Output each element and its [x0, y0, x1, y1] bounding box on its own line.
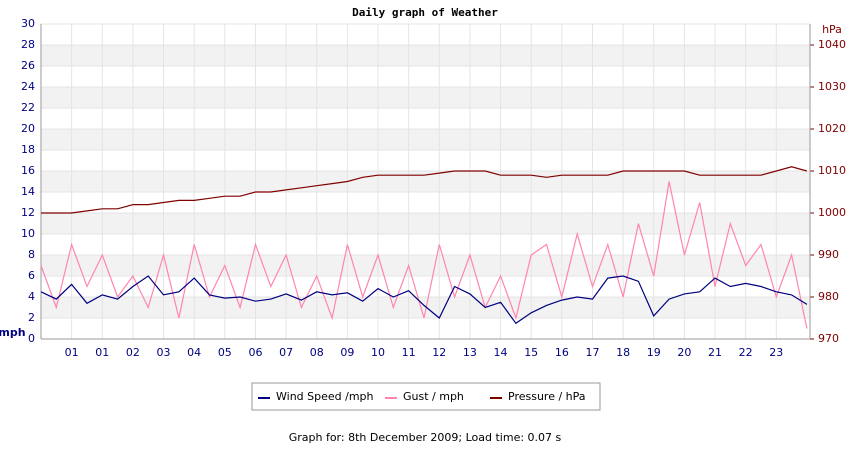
y-tick-label: 12	[21, 206, 35, 219]
grid-band	[41, 171, 810, 192]
y-tick-label: 6	[28, 269, 35, 282]
y-tick-label: 2	[28, 311, 35, 324]
y-tick-label: 4	[28, 290, 35, 303]
y-tick-label: 20	[21, 122, 35, 135]
x-tick-label: 11	[402, 346, 416, 359]
footer: Graph for: 8th December 2009; Load time:…	[289, 431, 562, 444]
y2-tick-label: 990	[818, 248, 839, 261]
x-tick-label: 07	[279, 346, 293, 359]
y2-tick-label: 1040	[818, 38, 846, 51]
y-tick-label: 28	[21, 38, 35, 51]
x-tick-label: 17	[585, 346, 599, 359]
y-tick-label: 8	[28, 248, 35, 261]
x-tick-label: 23	[769, 346, 783, 359]
legend-label: Wind Speed /mph	[276, 390, 374, 403]
x-tick-label: 01	[65, 346, 79, 359]
y-axis-label: mph	[0, 326, 26, 339]
y-tick-label: 16	[21, 164, 35, 177]
x-tick-label: 01	[95, 346, 109, 359]
y-tick-label: 10	[21, 227, 35, 240]
x-tick-label: 21	[708, 346, 722, 359]
y2-axis-label: hPa	[822, 23, 842, 36]
grid-band	[41, 213, 810, 234]
y-tick-label: 26	[21, 59, 35, 72]
y-tick-label: 18	[21, 143, 35, 156]
x-tick-label: 15	[524, 346, 538, 359]
x-tick-label: 13	[463, 346, 477, 359]
x-tick-label: 16	[555, 346, 569, 359]
y2-tick-label: 1000	[818, 206, 846, 219]
x-tick-label: 02	[126, 346, 140, 359]
series-line	[41, 166, 808, 214]
x-tick-label: 10	[371, 346, 385, 359]
legend-box	[251, 382, 601, 411]
y2-tick-label: 970	[818, 332, 839, 345]
x-tick-label: 18	[616, 346, 630, 359]
grid-band	[41, 129, 810, 150]
x-tick-label: 09	[340, 346, 354, 359]
chart-title: Daily graph of Weather	[352, 6, 498, 19]
x-tick-label: 03	[157, 346, 171, 359]
y2-tick-label: 1030	[818, 80, 846, 93]
x-tick-label: 20	[677, 346, 691, 359]
x-tick-label: 19	[647, 346, 661, 359]
x-tick-label: 12	[432, 346, 446, 359]
x-tick-label: 04	[187, 346, 201, 359]
series-line	[40, 275, 808, 325]
legend-label: Gust / mph	[403, 390, 464, 403]
y-tick-label: 14	[21, 185, 35, 198]
grid-band	[41, 45, 810, 66]
y-tick-label: 24	[21, 80, 35, 93]
x-tick-label: 06	[248, 346, 262, 359]
y-tick-label: 30	[21, 17, 35, 30]
y2-tick-label: 980	[818, 290, 839, 303]
x-tick-label: 22	[739, 346, 753, 359]
x-tick-label: 14	[494, 346, 508, 359]
y-tick-label: 22	[21, 101, 35, 114]
legend-label: Pressure / hPa	[508, 390, 586, 403]
x-tick-label: 08	[310, 346, 324, 359]
series-line	[40, 181, 808, 329]
grid-band	[41, 297, 810, 318]
grid-band	[41, 87, 810, 108]
y2-tick-label: 1020	[818, 122, 846, 135]
grid-band	[41, 255, 810, 276]
y2-tick-label: 1010	[818, 164, 846, 177]
x-tick-label: 05	[218, 346, 232, 359]
y-tick-label: 0	[28, 332, 35, 345]
